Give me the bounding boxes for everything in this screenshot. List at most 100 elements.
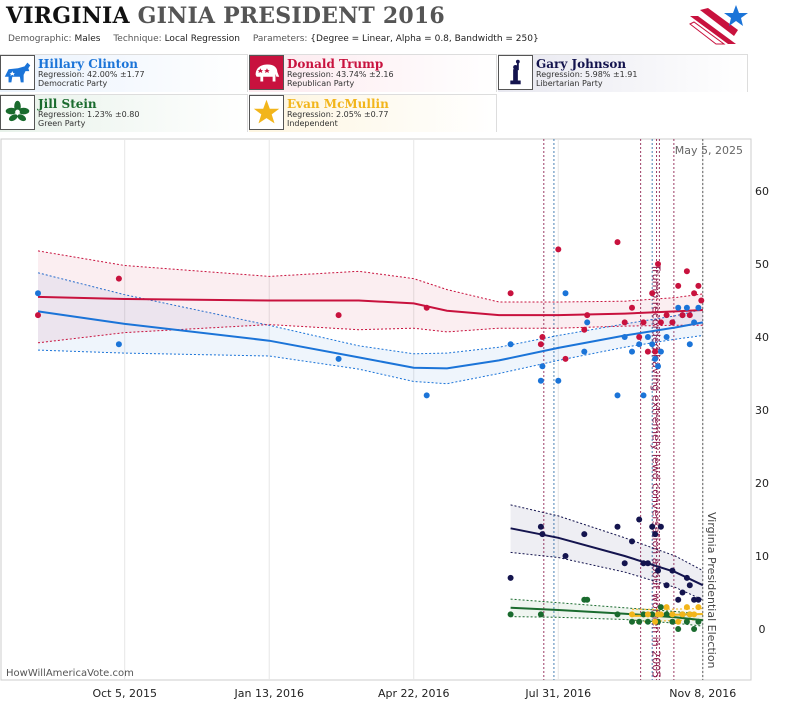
- candidate-party: Libertarian Party: [536, 79, 603, 88]
- candidate-regression: Regression: 42.00% ±1.77: [38, 70, 145, 79]
- poll-point: [629, 618, 635, 625]
- x-tick-label: Jul 31, 2016: [524, 687, 591, 700]
- y-tick-label: 60: [755, 185, 769, 198]
- poll-point: [652, 348, 659, 355]
- poll-point: [679, 611, 686, 618]
- poll-point: [675, 282, 682, 289]
- poll-point: [640, 560, 647, 567]
- poll-point: [539, 334, 546, 340]
- poll-point: [537, 341, 544, 348]
- poll-point: [691, 611, 698, 618]
- technique-value: Local Regression: [164, 34, 240, 44]
- poll-point: [657, 523, 664, 530]
- star-icon: [249, 95, 284, 130]
- poll-point: [644, 348, 651, 355]
- technique-label: Technique:: [113, 34, 162, 44]
- candidate-name: Evan McMullin: [287, 97, 389, 111]
- poll-point: [35, 312, 41, 319]
- candidate-name: Donald Trump: [287, 57, 384, 71]
- poll-point: [555, 246, 562, 253]
- poll-point: [698, 297, 705, 304]
- poll-point: [507, 574, 514, 581]
- poll-point: [649, 523, 656, 530]
- poll-point: [581, 531, 588, 538]
- poll-point: [335, 312, 342, 319]
- date-stamp: May 5, 2025: [675, 144, 743, 157]
- demographic-value: Males: [74, 34, 101, 44]
- poll-point: [663, 334, 670, 340]
- poll-point: [683, 268, 690, 275]
- poll-point: [657, 348, 664, 355]
- y-tick-label: 0: [759, 623, 766, 636]
- confidence-band: [38, 272, 703, 384]
- poll-point: [629, 304, 635, 311]
- poll-point: [35, 290, 41, 297]
- poll-point: [507, 611, 514, 618]
- candidate-card-stein[interactable]: Jill Stein Regression: 1.23% ±0.80 Green…: [0, 94, 248, 132]
- poll-point: [675, 626, 682, 632]
- poll-point: [614, 523, 621, 530]
- y-tick-label: 40: [755, 331, 769, 344]
- poll-point: [695, 282, 702, 289]
- candidate-regression: Regression: 2.05% ±0.77: [287, 110, 389, 119]
- candidate-card-clinton[interactable]: Hillary Clinton Regression: 42.00% ±1.77…: [0, 54, 248, 92]
- poll-point: [649, 611, 656, 618]
- confidence-band: [510, 504, 703, 600]
- poll-point: [669, 611, 676, 618]
- site-footer: HowWillAmericaVote.com: [6, 668, 134, 679]
- x-tick-label: Nov 8, 2016: [669, 687, 736, 700]
- confidence-band: [38, 250, 703, 343]
- donkey-icon: [0, 55, 35, 90]
- poll-point: [621, 319, 628, 326]
- poll-point: [675, 304, 682, 311]
- candidate-regression: Regression: 43.74% ±2.16: [287, 70, 394, 79]
- trend-line: [510, 606, 703, 622]
- chart-header: VIRGINIA GINIA PRESIDENT 2016 Demographi…: [0, 0, 751, 52]
- poll-point: [562, 553, 569, 559]
- poll-point: [655, 363, 661, 370]
- poll-point: [669, 567, 676, 574]
- poll-point: [683, 574, 690, 581]
- poll-point: [683, 604, 690, 611]
- poll-point: [691, 290, 698, 297]
- poll-point: [581, 348, 588, 355]
- poll-point: [537, 611, 544, 618]
- candidate-card-trump[interactable]: Donald Trump Regression: 43.74% ±2.16 Re…: [249, 54, 497, 92]
- band-lower-line: [37, 324, 703, 344]
- candidate-name: Jill Stein: [38, 97, 97, 111]
- candidate-card-mcmullin[interactable]: Evan McMullin Regression: 2.05% ±0.77 In…: [249, 94, 497, 132]
- poll-point: [644, 618, 651, 625]
- poll-point: [663, 611, 670, 618]
- candidate-party: Republican Party: [287, 79, 355, 88]
- poll-point: [686, 312, 693, 319]
- poll-point: [621, 560, 628, 567]
- y-tick-label: 10: [755, 550, 769, 563]
- poll-point: [555, 377, 562, 384]
- band-upper-line: [37, 272, 703, 355]
- poll-point: [657, 319, 664, 326]
- poll-point: [636, 341, 643, 348]
- poll-point: [629, 538, 635, 545]
- poll-point: [695, 618, 702, 625]
- x-tick-label: Apr 22, 2016: [378, 687, 450, 700]
- poll-point: [115, 341, 122, 348]
- poll-point: [539, 363, 546, 370]
- poll-chart: Trump recorded having extremely lewd con…: [0, 138, 769, 700]
- candidate-card-johnson[interactable]: Gary Johnson Regression: 5.98% ±1.91 Lib…: [498, 54, 748, 92]
- poll-point: [614, 239, 621, 246]
- poll-point: [537, 523, 544, 530]
- flag-star-logo-icon: [689, 5, 748, 45]
- poll-point: [663, 312, 670, 319]
- poll-point: [115, 275, 122, 282]
- poll-point: [649, 341, 656, 348]
- poll-point: [614, 392, 621, 399]
- poll-point: [691, 626, 698, 632]
- poll-point: [691, 319, 698, 326]
- poll-point: [649, 290, 656, 297]
- poll-point: [655, 261, 661, 267]
- candidate-party: Independent: [287, 119, 338, 128]
- band-upper-line: [37, 250, 703, 303]
- poll-point: [537, 377, 544, 384]
- poll-point: [652, 618, 659, 625]
- poll-point: [695, 596, 702, 603]
